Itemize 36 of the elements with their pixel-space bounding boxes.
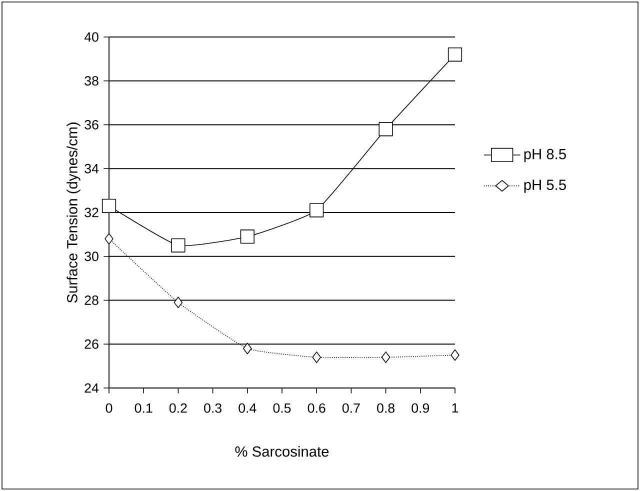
x-tick-label: 1 [452, 403, 458, 413]
point [448, 47, 462, 62]
x-axis-title: % Sarcosinate [235, 446, 329, 457]
x-tick-label: 0.2 [169, 403, 187, 413]
x-tick-label: 0.7 [342, 403, 360, 413]
x-tick-label: 0.8 [377, 403, 394, 413]
y-tick-label: 24 [84, 383, 99, 393]
point [171, 238, 186, 252]
point [450, 349, 460, 361]
y-tick-label: 26 [84, 339, 98, 349]
y-tick-label: 30 [84, 252, 98, 262]
y-tick-label: 36 [84, 120, 98, 130]
point [102, 198, 116, 213]
x-tick-label: 0 [106, 403, 112, 413]
x-tick-label: 0.5 [273, 403, 291, 413]
y-tick-label: 28 [84, 296, 98, 305]
point [174, 296, 183, 308]
point [104, 233, 114, 245]
point [381, 352, 390, 364]
point [310, 203, 324, 218]
y-tick-label: 34 [84, 164, 99, 174]
y-tick-label: 32 [84, 208, 98, 218]
x-tick-label: 0.9 [412, 403, 430, 413]
legend-label: pH 8.5 [524, 148, 566, 162]
point [240, 230, 254, 244]
point [243, 342, 252, 354]
x-tick-label: 0.4 [238, 403, 256, 413]
x-tick-label: 0.6 [308, 403, 326, 413]
y-tick-label: 38 [84, 76, 98, 86]
y-axis-title: Surface Tension (dynes/cm) [66, 122, 80, 303]
y-tick-label: 40 [84, 32, 98, 42]
point [378, 122, 393, 136]
x-tick-label: 0.3 [204, 403, 222, 413]
point [312, 352, 321, 364]
x-tick-label: 0.1 [134, 403, 152, 413]
legend-label: pH 5.5 [524, 180, 566, 193]
